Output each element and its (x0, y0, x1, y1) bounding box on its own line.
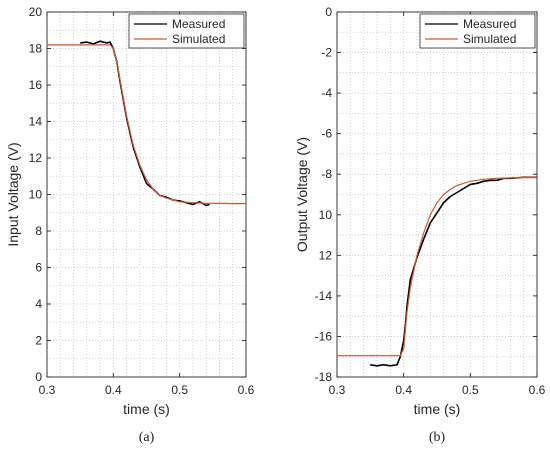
panel-b-ylabel: Output Voltage (V) (294, 137, 310, 252)
panel-a-legend-box (128, 13, 245, 49)
panel-a-ytick-label: 14 (29, 115, 43, 129)
panel-a-xlabel: time (s) (123, 401, 170, 417)
panel-b-ytick-label: 0 (325, 5, 332, 19)
panel-a-ytick-label: 6 (35, 261, 42, 275)
panel-b-legend-entry-simulated: Simulated (463, 32, 516, 46)
panel-a-ylabel: Input Voltage (V) (5, 142, 21, 246)
panel-a-ytick-label: 0 (35, 370, 42, 384)
panel-a-legend-entry-measured: Measured (172, 17, 225, 31)
panel-b-grid (336, 11, 538, 378)
panel-b-axes-frame (336, 11, 538, 378)
panel-b-series-simulated-line (337, 176, 538, 357)
panel-b-legend-box (419, 13, 536, 49)
panel-b-ytick-label: -4 (321, 86, 332, 100)
panel-b-legend-entry-measured: Measured (463, 17, 516, 31)
panel-b-ytick-label: -2 (321, 46, 332, 60)
panel-b-ytick-label: 12 (319, 248, 333, 262)
panel-a-xtick-label: 0.3 (39, 383, 56, 397)
panel-b-xtick-label: 0.6 (529, 383, 546, 397)
panel-b: 0.3 0.4 0.5 0.6 -18 -16 -14 12 10 -8 -6 -4 -2 0 time (… (294, 5, 546, 445)
panel-b-ytick-label: -14 (315, 289, 333, 303)
panel-b-xlabel: time (s) (414, 401, 461, 417)
panel-a-ytick-label: 4 (35, 297, 42, 311)
panel-a-ytick-label: 18 (29, 42, 43, 56)
panel-b-ytick-label: -18 (315, 370, 333, 384)
panel-b-xtick-label: 0.4 (395, 383, 412, 397)
panel-a-ytick-label: 10 (29, 188, 43, 202)
panel-a-caption: (a) (139, 430, 155, 445)
panel-b-xtick-label: 0.3 (329, 383, 346, 397)
panel-a-ytick-label: 12 (29, 151, 43, 165)
panel-a-xtick-label: 0.4 (105, 383, 122, 397)
panel-a: 0.3 0.4 0.5 0.6 0 2 4 6 8 10 12 14 16 18 20 time (s) Inp… (5, 5, 255, 445)
panel-a-legend-entry-simulated: Simulated (172, 32, 225, 46)
panel-b-series-measured-line (370, 176, 537, 367)
panel-a-ytick-label: 16 (29, 78, 43, 92)
panel-b-ytick-label: -16 (315, 329, 333, 343)
panel-b-caption: (b) (429, 430, 446, 445)
panel-a-ytick-label: 2 (35, 334, 42, 348)
panel-a-xtick-label: 0.6 (238, 383, 255, 397)
panel-b-ytick-label: -8 (321, 167, 332, 181)
panel-a-ytick-label: 8 (35, 224, 42, 238)
panel-b-ytick-label: -6 (321, 127, 332, 141)
panel-b-ytick-label: 10 (319, 208, 333, 222)
panel-a-series-simulated-line (47, 44, 246, 205)
panel-a-grid (46, 11, 247, 378)
panel-a-ytick-label: 20 (29, 5, 43, 19)
panel-b-xtick-label: 0.5 (462, 383, 479, 397)
panel-a-xtick-label: 0.5 (171, 383, 188, 397)
